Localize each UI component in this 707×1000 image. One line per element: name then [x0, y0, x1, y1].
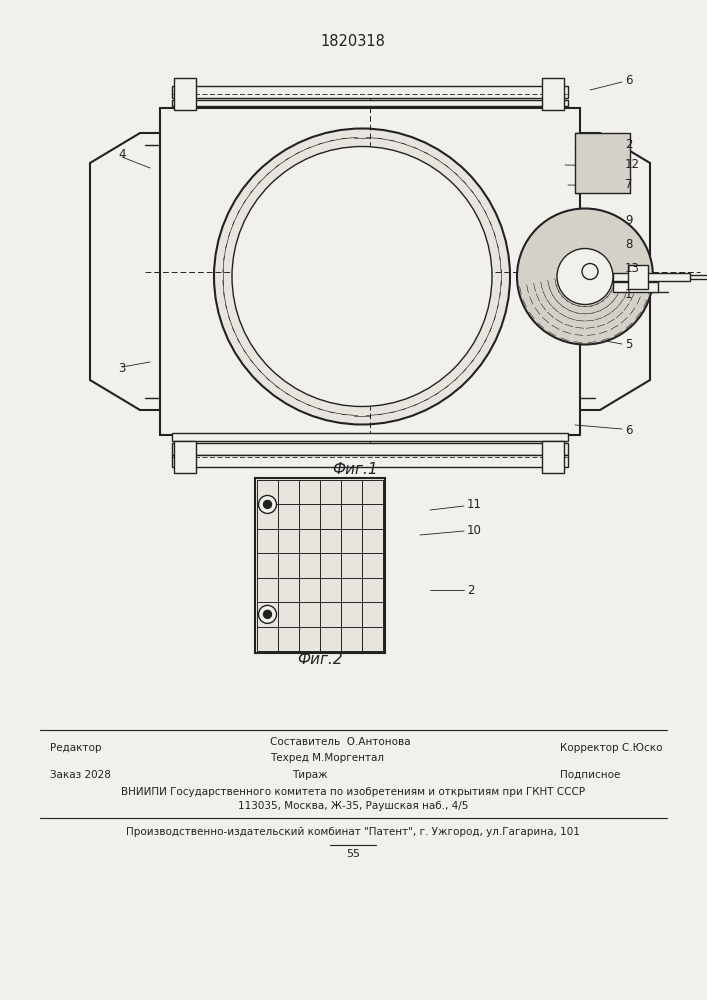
Text: 7: 7: [625, 178, 633, 192]
Text: 6: 6: [625, 74, 633, 87]
Bar: [255, 478, 385, 653]
Text: Тираж: Тираж: [292, 770, 328, 780]
Bar: [174, 78, 196, 110]
Circle shape: [264, 610, 271, 618]
Text: 1: 1: [625, 288, 633, 302]
Circle shape: [582, 263, 598, 279]
Text: 8: 8: [625, 238, 632, 251]
Bar: [575, 133, 630, 193]
Circle shape: [232, 146, 492, 406]
Circle shape: [517, 209, 653, 344]
Bar: [172, 443, 568, 455]
Text: Заказ 2028: Заказ 2028: [50, 770, 111, 780]
Text: 10: 10: [467, 524, 482, 536]
Text: 13: 13: [625, 261, 640, 274]
Text: 12: 12: [625, 158, 640, 172]
Text: 3: 3: [118, 361, 125, 374]
Text: Производственно-издательский комбинат "Патент", г. Ужгород, ул.Гагарина, 101: Производственно-издательский комбинат "П…: [126, 827, 580, 837]
Bar: [172, 433, 568, 441]
Bar: [172, 100, 568, 106]
Text: Корректор С.Юско: Корректор С.Юско: [560, 743, 662, 753]
Circle shape: [264, 500, 271, 508]
Circle shape: [557, 248, 613, 304]
Text: Фиг.1: Фиг.1: [332, 462, 378, 478]
Bar: [613, 282, 658, 292]
Text: 4: 4: [118, 148, 126, 161]
Text: Составитель  О.Антонова: Составитель О.Антонова: [270, 737, 411, 747]
Bar: [542, 441, 564, 473]
Text: 11: 11: [467, 498, 482, 512]
Bar: [613, 272, 690, 280]
Text: Фиг.2: Фиг.2: [297, 652, 343, 668]
Text: 1820318: 1820318: [320, 34, 385, 49]
Text: 2: 2: [467, 584, 474, 596]
Text: Техред М.Моргентал: Техред М.Моргентал: [270, 753, 384, 763]
Text: 2: 2: [625, 138, 633, 151]
Circle shape: [214, 128, 510, 424]
Bar: [542, 78, 564, 110]
Text: 5: 5: [625, 338, 632, 352]
Bar: [174, 441, 196, 473]
Text: 55: 55: [346, 849, 360, 859]
Text: Подписное: Подписное: [560, 770, 620, 780]
Bar: [628, 264, 648, 288]
Text: 113035, Москва, Ж-35, Раушская наб., 4/5: 113035, Москва, Ж-35, Раушская наб., 4/5: [238, 801, 468, 811]
Bar: [172, 86, 568, 98]
Bar: [160, 108, 580, 435]
Circle shape: [259, 495, 276, 513]
Text: Редактор: Редактор: [50, 743, 102, 753]
Text: 9: 9: [625, 214, 633, 227]
Text: ВНИИПИ Государственного комитета по изобретениям и открытиям при ГКНТ СССР: ВНИИПИ Государственного комитета по изоб…: [121, 787, 585, 797]
Circle shape: [259, 605, 276, 623]
Bar: [172, 455, 568, 467]
Text: 6: 6: [625, 424, 633, 436]
